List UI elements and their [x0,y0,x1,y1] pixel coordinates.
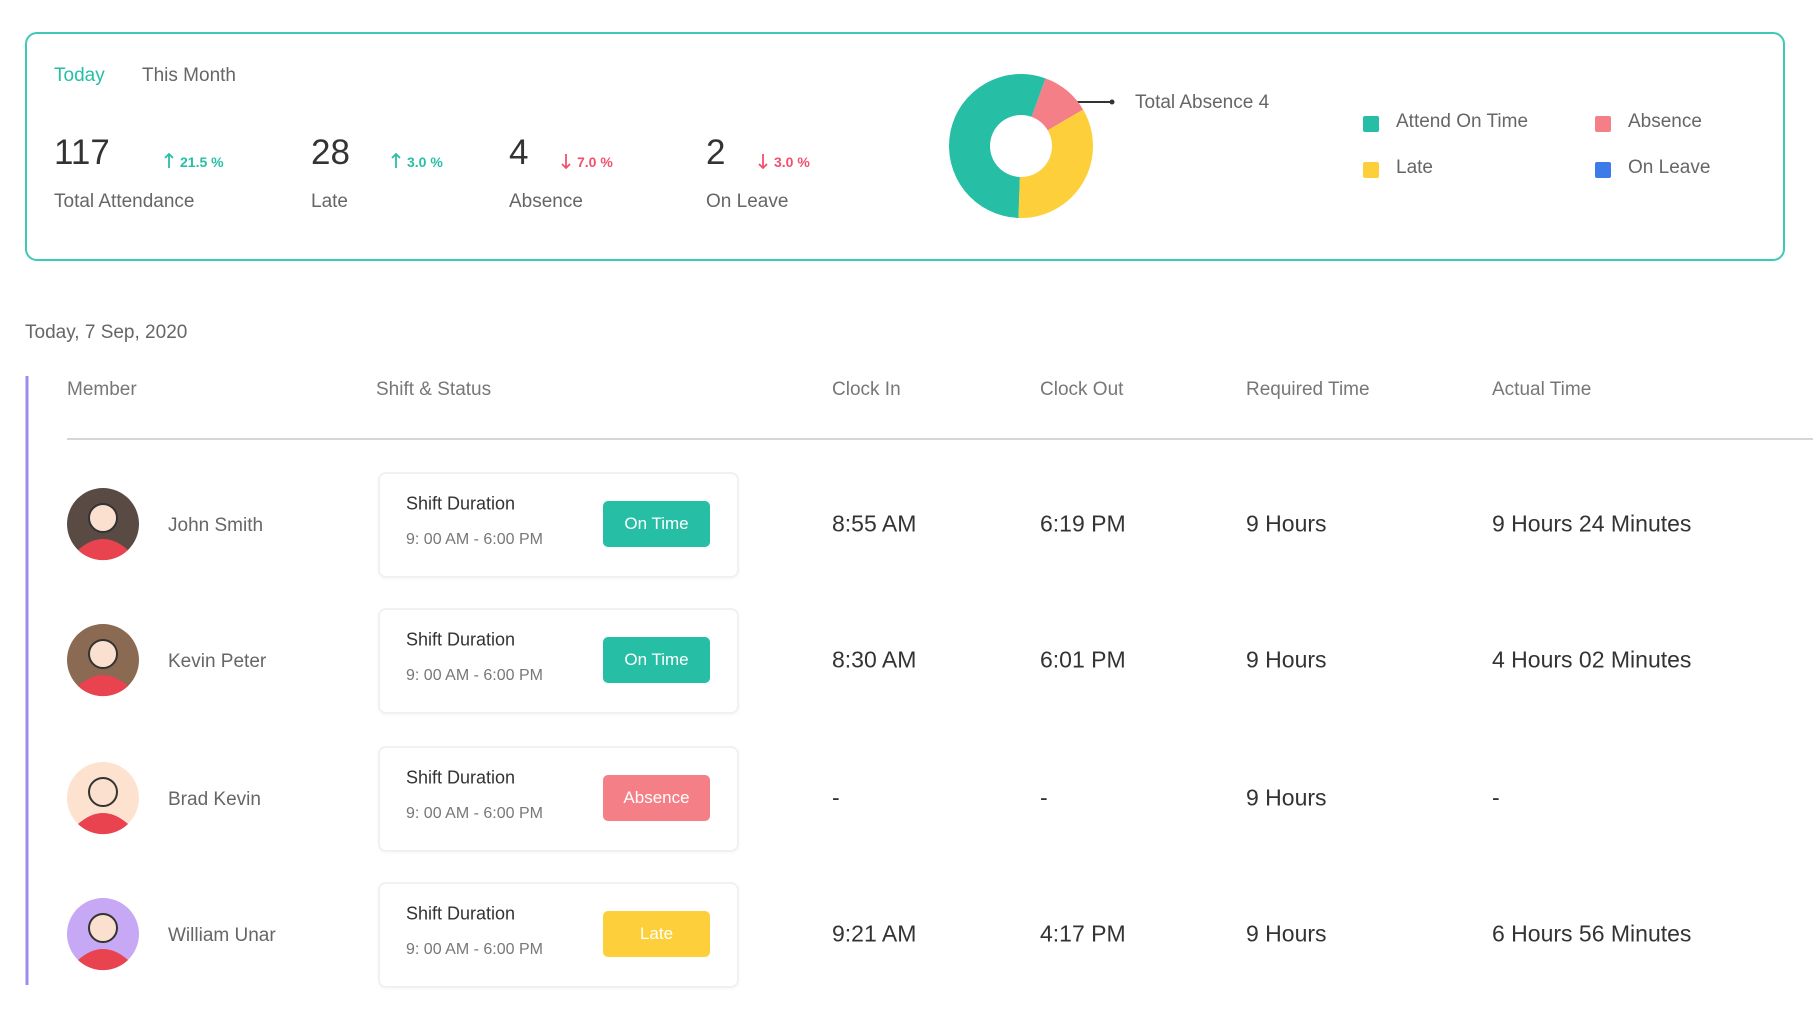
clock-in: - [832,784,840,811]
shift-label: Shift Duration [406,629,516,650]
column-header: Clock Out [1040,379,1124,400]
shift-label: Shift Duration [406,767,516,788]
member-name: Kevin Peter [168,651,267,672]
clock-out: - [1040,784,1048,811]
stat-change: 3.0 % [774,154,810,170]
column-header: Clock In [832,379,901,400]
column-header: Required Time [1246,379,1370,400]
avatar-bg [67,898,139,970]
shift-card [378,472,739,578]
shift-time: 9: 00 AM - 6:00 PM [406,667,543,684]
avatar-head [88,777,118,807]
stat-change: 21.5 % [180,154,224,170]
stat-value: 28 [311,133,350,172]
shift-time: 9: 00 AM - 6:00 PM [406,805,543,822]
avatar-body [78,539,128,561]
required-time: 9 Hours [1246,920,1327,947]
avatar-bg [67,762,139,834]
required-time: 9 Hours [1246,510,1327,537]
avatar-head [88,913,118,943]
clock-in: 8:30 AM [832,646,917,673]
shift-card [378,882,739,988]
legend-label: Attend On Time [1396,111,1529,132]
stat-label: On Leave [706,191,789,212]
avatar-body [78,675,128,697]
shift-label: Shift Duration [406,903,516,924]
stat-label: Total Attendance [54,191,195,212]
actual-time: 9 Hours 24 Minutes [1492,510,1692,537]
shift-time: 9: 00 AM - 6:00 PM [406,531,543,548]
shift-card [378,746,739,852]
status-badge: On Time [603,501,710,547]
stat-label: Late [311,191,348,212]
column-header: Member [67,379,137,400]
avatar-bg [67,624,139,696]
date-heading: Today, 7 Sep, 2020 [25,322,188,343]
avatar-head [88,503,118,533]
clock-in: 8:55 AM [832,510,917,537]
member-name: John Smith [168,515,264,536]
actual-time: 6 Hours 56 Minutes [1492,920,1692,947]
status-badge: On Time [603,637,710,683]
stat-change: 3.0 % [407,154,443,170]
clock-out: 4:17 PM [1040,920,1126,947]
member-name: William Unar [168,925,276,946]
summary-card [25,32,1785,261]
tab[interactable]: Today [54,65,105,86]
clock-out: 6:01 PM [1040,646,1126,673]
actual-time: 4 Hours 02 Minutes [1492,646,1692,673]
stat-value: 4 [509,133,529,172]
column-header: Actual Time [1492,379,1592,400]
clock-in: 9:21 AM [832,920,917,947]
tab[interactable]: This Month [142,65,236,86]
avatar-body [78,949,128,971]
stat-change: 7.0 % [577,154,613,170]
legend-label: Absence [1628,111,1702,132]
stat-value: 2 [706,133,726,172]
required-time: 9 Hours [1246,784,1327,811]
avatar-head [88,639,118,669]
shift-time: 9: 00 AM - 6:00 PM [406,941,543,958]
donut-annotation: Total Absence 4 [1135,92,1270,113]
shift-label: Shift Duration [406,493,516,514]
status-badge: Absence [603,775,710,821]
avatar-bg [67,488,139,560]
member-name: Brad Kevin [168,789,261,810]
legend-label: Late [1396,157,1433,178]
avatar-body [78,813,128,835]
column-header: Shift & Status [376,379,492,400]
shift-card [378,608,739,714]
status-badge: Late [603,911,710,957]
legend-label: On Leave [1628,157,1711,178]
actual-time: - [1492,784,1500,811]
stat-label: Absence [509,191,583,212]
clock-out: 6:19 PM [1040,510,1126,537]
required-time: 9 Hours [1246,646,1327,673]
stat-value: 117 [54,133,110,172]
